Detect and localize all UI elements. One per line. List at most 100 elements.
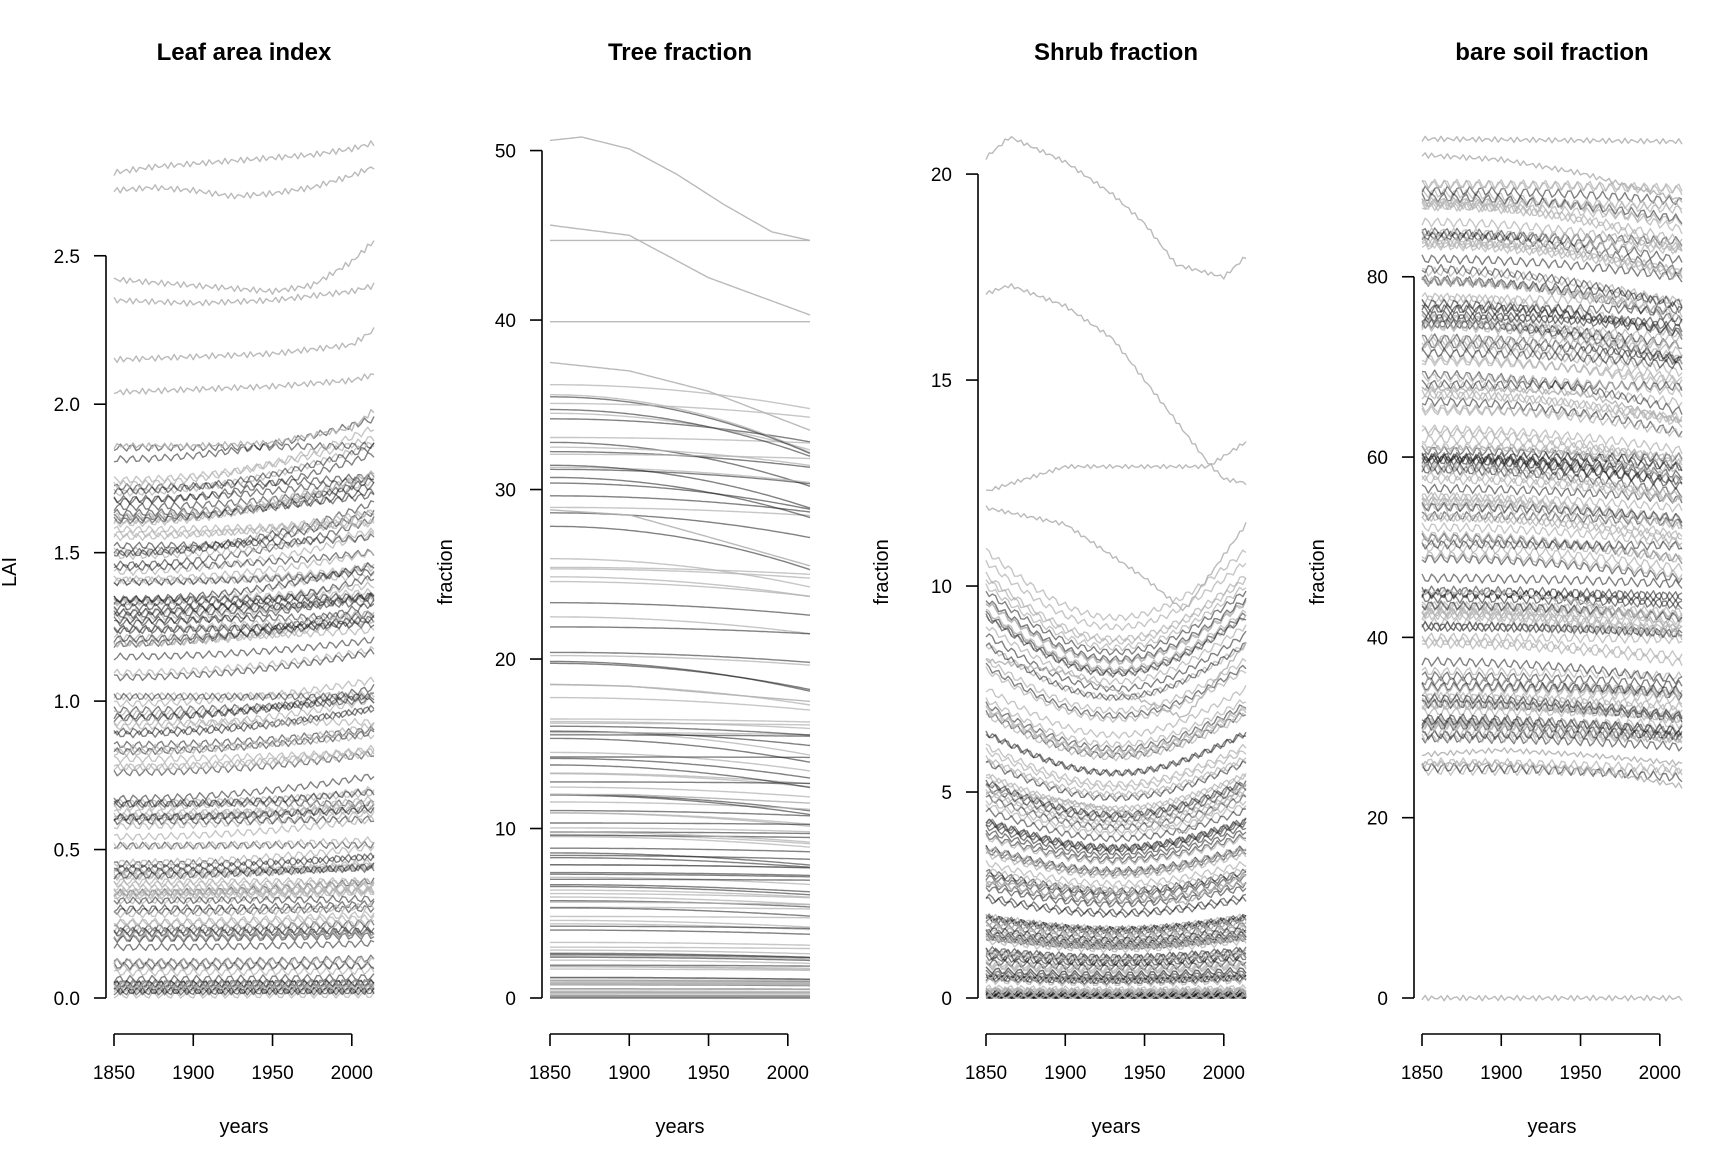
series-line bbox=[113, 748, 375, 764]
series-line bbox=[1421, 721, 1683, 744]
x-axis-label: years bbox=[1528, 1116, 1577, 1138]
series-line bbox=[550, 980, 810, 983]
series-line bbox=[113, 939, 375, 952]
series-line bbox=[550, 834, 811, 839]
series-line bbox=[1421, 185, 1683, 206]
series-line bbox=[113, 914, 375, 928]
series-line bbox=[985, 701, 1247, 753]
series-line bbox=[1421, 471, 1683, 501]
series-line bbox=[550, 482, 811, 510]
series-line bbox=[1421, 747, 1683, 767]
series-line bbox=[1421, 681, 1683, 696]
series-line bbox=[550, 412, 811, 451]
series-line bbox=[985, 583, 1247, 652]
series-line bbox=[1421, 192, 1683, 225]
series-line bbox=[113, 900, 375, 913]
series-line bbox=[550, 941, 811, 946]
y-tick-label: 0.5 bbox=[54, 841, 80, 862]
series-line bbox=[1421, 757, 1683, 775]
series-line bbox=[550, 793, 811, 804]
series-line bbox=[985, 919, 1247, 938]
series-line bbox=[549, 683, 811, 703]
series-line bbox=[985, 590, 1247, 656]
series-line bbox=[550, 568, 811, 579]
series-line bbox=[550, 827, 811, 833]
series-line bbox=[985, 641, 1247, 719]
x-tick-label: 2000 bbox=[1639, 1063, 1681, 1084]
series-line bbox=[113, 477, 375, 525]
y-tick-label: 20 bbox=[931, 165, 952, 186]
series-line bbox=[550, 626, 811, 635]
series-line bbox=[985, 947, 1247, 962]
series-line bbox=[985, 712, 1247, 762]
series-line bbox=[1421, 715, 1683, 735]
series-line bbox=[113, 910, 375, 927]
series-group bbox=[113, 140, 375, 999]
series-line bbox=[985, 624, 1247, 686]
chart-panel-3: Shrub fraction 0 5 10 15 20 1850 1900 1950 2000 ye… bbox=[871, 39, 1247, 1138]
series-line bbox=[113, 984, 375, 993]
series-line bbox=[550, 453, 811, 460]
series-line bbox=[550, 602, 811, 616]
series-line bbox=[550, 885, 811, 896]
y-tick-label: 1.5 bbox=[54, 544, 80, 565]
series-line bbox=[985, 834, 1247, 866]
x-tick-label: 1850 bbox=[529, 1063, 571, 1084]
x-axis-label: years bbox=[220, 1116, 269, 1138]
series-line bbox=[985, 571, 1247, 643]
series-line bbox=[550, 725, 811, 736]
series-line bbox=[113, 166, 375, 200]
y-tick-label: 10 bbox=[931, 577, 952, 598]
series-line bbox=[113, 610, 375, 633]
series-line bbox=[113, 836, 375, 851]
series-line bbox=[113, 614, 375, 643]
x-tick-label: 1900 bbox=[172, 1063, 214, 1084]
series-line bbox=[985, 880, 1247, 904]
series-line bbox=[1421, 716, 1683, 730]
series-line bbox=[549, 136, 811, 242]
series-line bbox=[113, 562, 375, 604]
series-line bbox=[550, 683, 811, 706]
series-line bbox=[1421, 632, 1683, 645]
series-line bbox=[985, 760, 1247, 802]
series-line bbox=[1421, 231, 1683, 247]
series-line bbox=[550, 878, 810, 881]
series-line bbox=[113, 509, 375, 542]
series-line bbox=[113, 441, 375, 452]
x-tick-label: 2000 bbox=[1203, 1063, 1245, 1084]
series-line bbox=[113, 518, 375, 534]
series-line bbox=[1421, 434, 1683, 466]
series-line bbox=[1421, 522, 1683, 551]
series-line bbox=[1421, 338, 1683, 377]
series-line bbox=[1421, 263, 1683, 313]
series-line bbox=[113, 704, 375, 739]
series-line bbox=[1421, 196, 1683, 211]
series-line bbox=[550, 892, 811, 899]
series-line bbox=[113, 844, 375, 867]
series-line bbox=[550, 956, 811, 962]
series-line bbox=[1421, 254, 1683, 283]
series-line bbox=[113, 646, 375, 677]
series-line bbox=[550, 464, 811, 509]
x-axis-label: years bbox=[1092, 1116, 1141, 1138]
series-line bbox=[113, 690, 375, 701]
series-line bbox=[1421, 700, 1683, 723]
series-line bbox=[985, 731, 1247, 777]
series-line bbox=[113, 706, 375, 736]
series-line bbox=[113, 240, 375, 295]
series-line bbox=[985, 441, 1247, 492]
series-line bbox=[985, 783, 1247, 835]
series-line bbox=[549, 476, 811, 519]
series-line bbox=[113, 929, 375, 942]
y-axis-label: fraction bbox=[1307, 539, 1329, 605]
series-line bbox=[1421, 585, 1683, 601]
series-line bbox=[985, 577, 1247, 646]
series-line bbox=[985, 913, 1247, 933]
series-line bbox=[985, 709, 1247, 760]
series-line bbox=[985, 784, 1247, 824]
series-line bbox=[550, 730, 811, 747]
series-line bbox=[1421, 698, 1683, 723]
series-line bbox=[1421, 238, 1683, 255]
series-line bbox=[113, 416, 375, 464]
series-line bbox=[1421, 573, 1683, 589]
